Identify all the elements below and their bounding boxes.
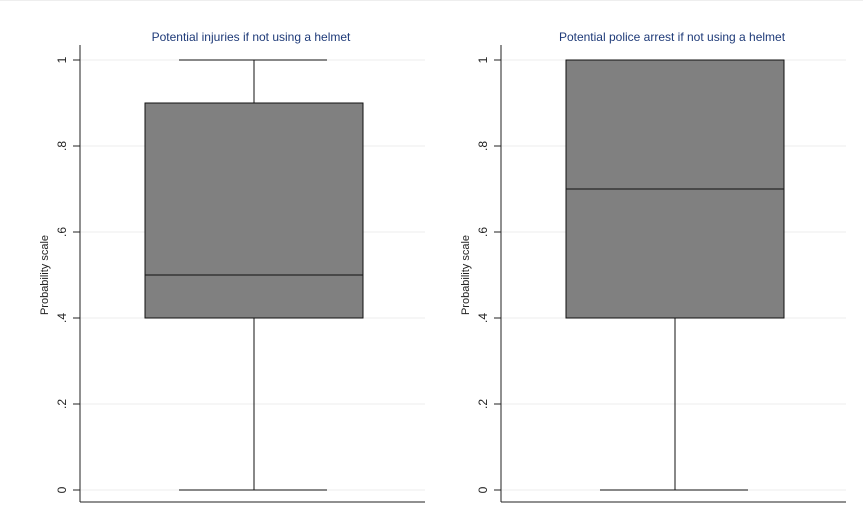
y-tick-label: .8 [55,141,69,151]
chart-title: Potential injuries if not using a helmet [152,30,351,44]
iqr-box [144,102,364,319]
y-tick-label: .4 [476,313,490,323]
box-plot-police: Potential police arrest if not using a h… [460,30,846,503]
y-tick-label: .6 [55,227,69,237]
y-axis-label: Probability scale [39,235,51,315]
y-tick-label: 0 [55,486,69,493]
y-tick-label: .8 [476,141,490,151]
y-tick-label: 1 [476,56,490,63]
chart-panel-police: Potential police arrest if not using a h… [421,0,852,528]
chart-panel-injuries: Potential injuries if not using a helmet… [0,0,431,528]
y-tick-label: .2 [55,399,69,409]
y-tick-label: .2 [476,399,490,409]
y-tick-label: .6 [476,227,490,237]
box-plot-injuries: Potential injuries if not using a helmet… [39,30,425,503]
y-tick-label: .4 [55,313,69,323]
y-axis-label: Probability scale [460,235,472,315]
chart-title: Potential police arrest if not using a h… [559,30,786,44]
top-border [0,0,863,5]
y-tick-label: 0 [476,486,490,493]
y-tick-label: 1 [55,56,69,63]
